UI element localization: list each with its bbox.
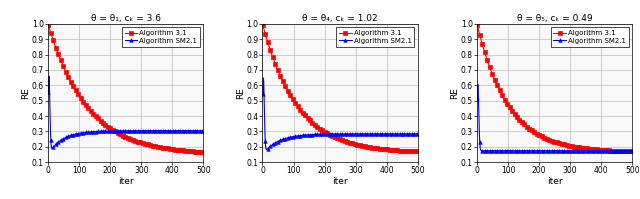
- Algorithm SM2.1: [334, 133, 342, 135]
- X-axis label: iter: iter: [332, 177, 348, 186]
- Algorithm SM2.1: [628, 149, 636, 152]
- Algorithm 3.1: [414, 150, 422, 153]
- Algorithm 3.1: [548, 139, 556, 142]
- Algorithm 3.1: [129, 138, 136, 141]
- Algorithm SM2.1: [414, 133, 422, 135]
- Algorithm SM2.1: [344, 133, 351, 135]
- Title: θ = θ₅, cₖ = 0.49: θ = θ₅, cₖ = 0.49: [517, 14, 593, 23]
- Legend: Algorithm 3.1, Algorithm SM2.1: Algorithm 3.1, Algorithm SM2.1: [122, 27, 200, 47]
- Algorithm SM2.1: [601, 149, 609, 152]
- Algorithm SM2.1: [474, 97, 481, 99]
- Y-axis label: RE: RE: [450, 87, 460, 99]
- Algorithm SM2.1: [566, 149, 574, 152]
- Algorithm SM2.1: [474, 83, 482, 86]
- Algorithm SM2.1: [44, 91, 52, 94]
- Algorithm 3.1: [196, 151, 204, 153]
- Algorithm 3.1: [333, 137, 340, 139]
- Algorithm SM2.1: [259, 93, 267, 95]
- Algorithm SM2.1: [548, 149, 556, 152]
- Algorithm 3.1: [625, 150, 632, 152]
- Legend: Algorithm 3.1, Algorithm SM2.1: Algorithm 3.1, Algorithm SM2.1: [336, 27, 414, 47]
- Algorithm SM2.1: [120, 130, 127, 132]
- Algorithm SM2.1: [138, 130, 145, 132]
- Algorithm 3.1: [628, 150, 636, 152]
- Algorithm SM2.1: [196, 130, 204, 132]
- Algorithm 3.1: [333, 137, 341, 139]
- Line: Algorithm 3.1: Algorithm 3.1: [47, 23, 205, 154]
- Title: θ = θ₄, cₖ = 1.02: θ = θ₄, cₖ = 1.02: [302, 14, 378, 23]
- Algorithm SM2.1: [260, 77, 268, 79]
- Algorithm SM2.1: [558, 149, 566, 152]
- Algorithm 3.1: [137, 141, 145, 144]
- Algorithm SM2.1: [48, 147, 56, 149]
- Algorithm 3.1: [259, 24, 267, 26]
- Algorithm 3.1: [351, 143, 359, 145]
- Title: θ = θ₁, cₖ = 3.6: θ = θ₁, cₖ = 3.6: [91, 14, 161, 23]
- Algorithm 3.1: [172, 148, 179, 151]
- Algorithm SM2.1: [333, 133, 341, 135]
- Algorithm SM2.1: [45, 75, 52, 77]
- Algorithm 3.1: [386, 148, 394, 151]
- Algorithm 3.1: [343, 140, 351, 143]
- Line: Algorithm 3.1: Algorithm 3.1: [261, 23, 420, 153]
- X-axis label: iter: iter: [118, 177, 134, 186]
- Algorithm SM2.1: [483, 149, 490, 152]
- Algorithm SM2.1: [352, 133, 360, 135]
- Legend: Algorithm 3.1, Algorithm SM2.1: Algorithm 3.1, Algorithm SM2.1: [550, 27, 629, 47]
- Algorithm SM2.1: [262, 148, 270, 151]
- Algorithm 3.1: [410, 150, 418, 153]
- Algorithm SM2.1: [548, 149, 556, 152]
- Algorithm 3.1: [600, 149, 608, 151]
- Algorithm 3.1: [200, 151, 207, 153]
- Algorithm 3.1: [547, 139, 555, 141]
- Algorithm 3.1: [566, 144, 573, 147]
- Algorithm SM2.1: [172, 130, 180, 132]
- Algorithm SM2.1: [129, 130, 137, 132]
- Y-axis label: RE: RE: [236, 87, 244, 99]
- Algorithm 3.1: [44, 24, 52, 26]
- Line: Algorithm SM2.1: Algorithm SM2.1: [476, 83, 634, 152]
- Line: Algorithm SM2.1: Algorithm SM2.1: [47, 74, 205, 150]
- Algorithm SM2.1: [411, 133, 419, 135]
- Algorithm SM2.1: [387, 133, 394, 135]
- Algorithm SM2.1: [200, 130, 207, 132]
- Algorithm 3.1: [118, 134, 126, 136]
- Algorithm SM2.1: [119, 130, 127, 132]
- Algorithm 3.1: [557, 142, 565, 145]
- Algorithm 3.1: [474, 24, 481, 26]
- X-axis label: iter: iter: [547, 177, 563, 186]
- Line: Algorithm SM2.1: Algorithm SM2.1: [261, 76, 420, 151]
- Algorithm 3.1: [119, 134, 127, 137]
- Algorithm SM2.1: [625, 149, 633, 152]
- Y-axis label: RE: RE: [21, 87, 30, 99]
- Line: Algorithm 3.1: Algorithm 3.1: [476, 23, 634, 153]
